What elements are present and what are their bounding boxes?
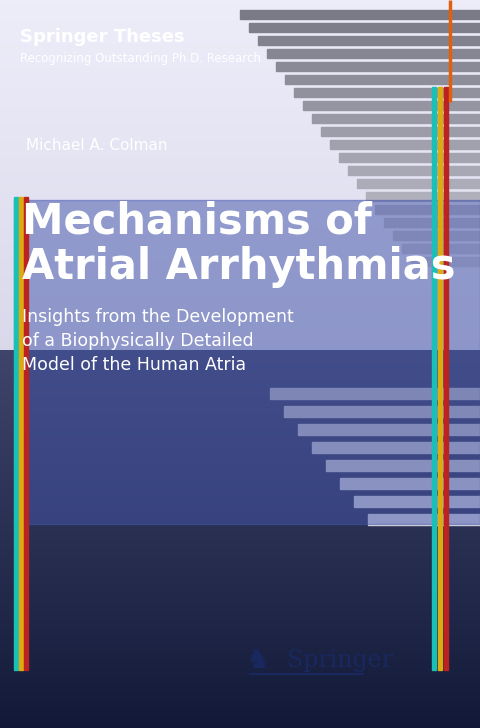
Bar: [14, 200, 480, 524]
Bar: [330, 140, 480, 149]
Bar: [366, 192, 480, 201]
Bar: [312, 442, 480, 453]
Bar: [294, 88, 480, 97]
Bar: [432, 87, 435, 670]
Bar: [375, 205, 480, 214]
Bar: [339, 153, 480, 162]
Bar: [249, 23, 480, 32]
Text: Springer Theses: Springer Theses: [20, 28, 185, 46]
Bar: [267, 49, 480, 58]
Bar: [402, 244, 480, 253]
Bar: [444, 87, 447, 670]
Bar: [326, 460, 480, 471]
Bar: [298, 424, 480, 435]
Text: Michael A. Colman: Michael A. Colman: [26, 138, 168, 153]
Bar: [312, 114, 480, 123]
Bar: [340, 478, 480, 489]
Bar: [276, 62, 480, 71]
Bar: [270, 388, 480, 399]
Bar: [24, 197, 27, 670]
Text: Recognizing Outstanding Ph.D. Research: Recognizing Outstanding Ph.D. Research: [20, 52, 261, 65]
Bar: [285, 75, 480, 84]
Bar: [348, 166, 480, 175]
Bar: [411, 257, 480, 266]
Text: ♞: ♞: [246, 646, 270, 674]
Bar: [368, 514, 480, 525]
Text: Insights from the Development: Insights from the Development: [22, 308, 294, 326]
Bar: [354, 496, 480, 507]
Bar: [357, 179, 480, 188]
Bar: [240, 10, 480, 19]
Bar: [303, 101, 480, 110]
Text: of a Biophysically Detailed: of a Biophysically Detailed: [22, 332, 253, 350]
Bar: [438, 87, 442, 670]
Bar: [284, 406, 480, 417]
Bar: [14, 197, 17, 670]
Bar: [321, 127, 480, 136]
Text: Springer: Springer: [272, 649, 393, 671]
Bar: [393, 231, 480, 240]
Bar: [384, 218, 480, 227]
Bar: [258, 36, 480, 45]
Text: Model of the Human Atria: Model of the Human Atria: [22, 356, 246, 374]
Text: Mechanisms of: Mechanisms of: [22, 200, 372, 242]
Bar: [19, 197, 23, 670]
Text: Atrial Arrhythmias: Atrial Arrhythmias: [22, 246, 456, 288]
